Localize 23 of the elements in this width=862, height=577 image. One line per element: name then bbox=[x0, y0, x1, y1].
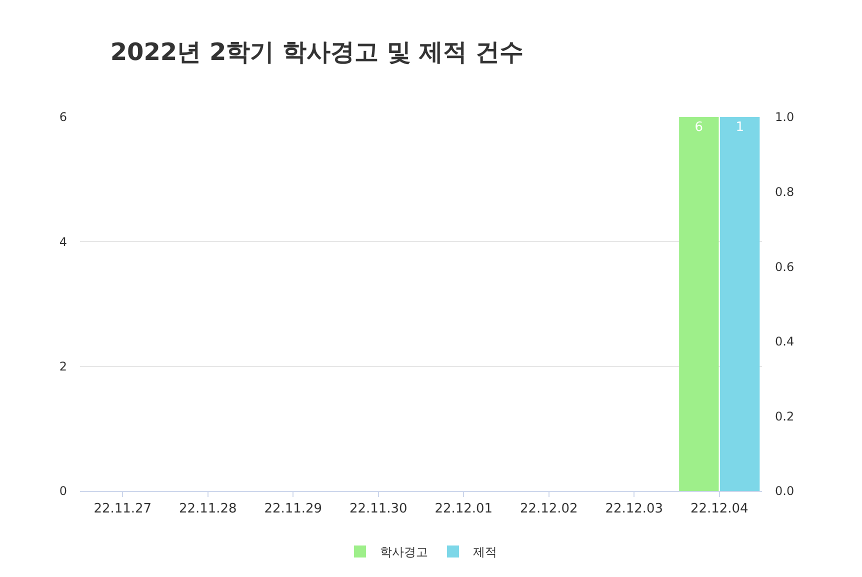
legend-label: 학사경고 bbox=[380, 545, 428, 560]
chart-title: 2022년 2학기 학사경고 및 제적 건수 bbox=[110, 38, 524, 66]
y2-tick-label: 0.0 bbox=[775, 484, 794, 498]
y2-tick-label: 1.0 bbox=[775, 110, 794, 124]
x-tick-label: 22.12.04 bbox=[690, 502, 748, 517]
data-label: 6 bbox=[694, 120, 704, 135]
legend-label: 제적 bbox=[473, 545, 497, 560]
x-tick-label: 22.11.29 bbox=[264, 502, 322, 517]
y2-tick-label: 0.6 bbox=[775, 260, 794, 274]
x-tick-label: 22.11.28 bbox=[178, 502, 237, 517]
x-tick-label: 22.12.03 bbox=[605, 502, 664, 517]
y-tick-label: 4 bbox=[59, 234, 67, 249]
x-tick-label: 22.12.01 bbox=[434, 502, 493, 517]
y-tick-label: 0 bbox=[59, 484, 67, 498]
y2-tick-label: 0.2 bbox=[775, 409, 794, 424]
x-tick-label: 22.11.30 bbox=[349, 502, 408, 517]
data-label: 1 bbox=[736, 120, 744, 135]
y-tick-label: 6 bbox=[59, 110, 67, 124]
x-tick-label: 22.12.02 bbox=[520, 502, 578, 517]
x-tick-label: 22.11.27 bbox=[94, 502, 152, 517]
y-tick-label: 2 bbox=[59, 360, 67, 374]
y2-tick-label: 0.8 bbox=[775, 185, 794, 199]
y2-tick-label: 0.4 bbox=[775, 334, 794, 349]
